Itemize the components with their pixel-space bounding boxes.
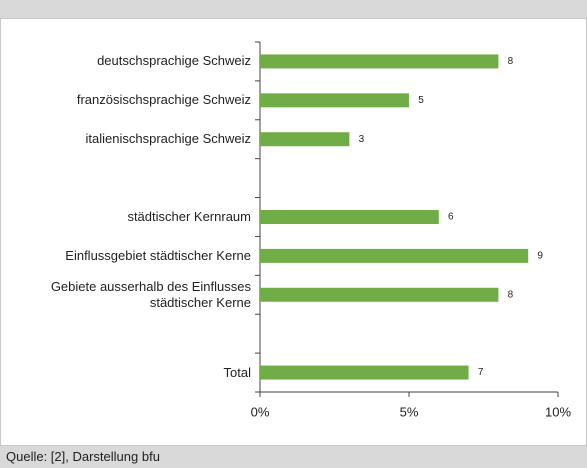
y-tick-label: Total (223, 364, 251, 380)
bar (260, 248, 529, 263)
y-tick-label: Einflussgebiet städtischer Kerne (65, 247, 251, 263)
y-tick-label: französischsprachige Schweiz (76, 92, 251, 108)
bar (260, 132, 350, 147)
bar (260, 210, 439, 224)
x-tick-label: 0% (251, 404, 270, 419)
value-label: 3 (359, 134, 365, 145)
value-label: 6 (448, 212, 454, 223)
value-label: 9 (537, 251, 543, 262)
x-tick-label: 10% (545, 404, 571, 419)
y-tick-label: Gebiete ausserhalb des Einflusses städti… (50, 278, 251, 310)
y-tick-label: städtischer Kernraum (127, 209, 251, 224)
bar (260, 93, 409, 108)
source-note: Quelle: [2], Darstellung bfu (6, 449, 160, 464)
y-tick-label: italienischsprachige Schweiz (85, 131, 251, 147)
bar (260, 54, 499, 69)
y-tick-label: deutschsprachige Schweiz (97, 53, 251, 69)
bar (260, 287, 499, 302)
value-label: 5 (418, 95, 424, 106)
value-label: 8 (508, 56, 514, 67)
value-label: 8 (508, 289, 514, 300)
x-tick-label: 5% (400, 404, 419, 419)
bar (260, 365, 469, 380)
value-label: 7 (478, 367, 484, 378)
